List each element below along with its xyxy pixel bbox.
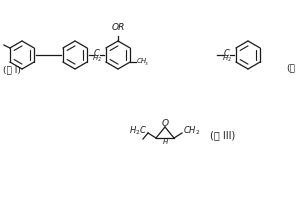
Text: H$_2$C: H$_2$C [129, 125, 147, 137]
Text: H$_2$: H$_2$ [222, 54, 232, 64]
Text: C: C [94, 48, 99, 58]
Text: CH$_2$: CH$_2$ [183, 125, 201, 137]
Text: OR: OR [111, 23, 125, 32]
Text: H$_2$: H$_2$ [92, 54, 101, 64]
Text: $_3$: $_3$ [144, 60, 148, 68]
Text: O: O [161, 118, 169, 128]
Text: CH: CH [137, 58, 147, 64]
Text: C: C [224, 48, 230, 58]
Text: (式 III): (式 III) [210, 130, 235, 140]
Text: (式 I): (式 I) [3, 66, 21, 74]
Text: H: H [162, 139, 168, 145]
Text: (式: (式 [286, 64, 295, 72]
